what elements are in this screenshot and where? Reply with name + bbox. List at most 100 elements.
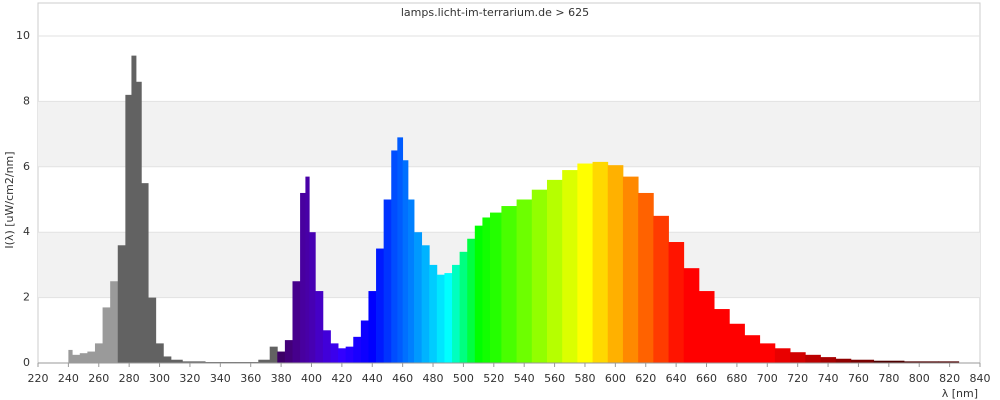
spectrum-strip xyxy=(353,336,362,363)
spectrum-strip xyxy=(490,212,502,363)
spectrum-strip xyxy=(360,320,369,363)
spectrum-strip xyxy=(87,351,96,363)
spectrum-strip xyxy=(277,351,286,363)
spectrum-strip xyxy=(744,335,761,363)
spectrum-strip xyxy=(592,161,609,363)
x-tick-label: 240 xyxy=(58,372,79,385)
spectrum-strip xyxy=(577,163,593,363)
spectrum-strip xyxy=(562,170,578,363)
spectrum-strip xyxy=(429,264,438,363)
spectrum-strip xyxy=(622,176,639,363)
spectrum-strip xyxy=(516,199,533,363)
x-tick-label: 580 xyxy=(574,372,595,385)
spectrum-strip xyxy=(607,165,624,363)
spectrum-strip xyxy=(873,360,905,363)
x-tick-label: 620 xyxy=(635,372,656,385)
spectrum-strip xyxy=(269,346,278,363)
spectrum-strip xyxy=(376,248,385,363)
spectrum-strip xyxy=(102,307,111,363)
x-tick-label: 660 xyxy=(696,372,717,385)
x-tick-label: 600 xyxy=(605,372,626,385)
spectrum-strip xyxy=(790,352,806,363)
x-tick-label: 420 xyxy=(331,372,352,385)
x-tick-label: 500 xyxy=(453,372,474,385)
spectrum-strip xyxy=(850,359,875,363)
spectrum-strip xyxy=(292,281,301,363)
spectrum-strip xyxy=(258,359,271,363)
spectrum-strip xyxy=(407,199,415,363)
spectrum-strip xyxy=(683,268,700,363)
spectrum-strip xyxy=(94,343,103,363)
x-tick-label: 340 xyxy=(210,372,231,385)
x-tick-label: 320 xyxy=(179,372,200,385)
spectrum-strip xyxy=(531,189,548,363)
spectrum-strip xyxy=(330,343,339,363)
spectrum-strip xyxy=(141,183,149,363)
x-tick-label: 640 xyxy=(666,372,687,385)
spectrum-strip xyxy=(300,192,306,363)
spectrum-strip xyxy=(345,346,354,363)
spectrum-strip xyxy=(436,274,445,363)
spectrum-strip xyxy=(835,358,852,363)
spectrum-strip xyxy=(163,356,172,363)
spectrum-strip xyxy=(182,361,206,363)
x-tick-label: 840 xyxy=(970,372,991,385)
spectrum-strip xyxy=(383,199,392,363)
spectrum-strip xyxy=(904,361,939,363)
x-tick-label: 520 xyxy=(483,372,504,385)
x-tick-label: 740 xyxy=(818,372,839,385)
spectrum-strip xyxy=(668,242,685,363)
spectrum-strip xyxy=(368,291,377,363)
x-tick-label: 480 xyxy=(423,372,444,385)
y-tick-label: 8 xyxy=(23,94,30,107)
spectrum-strip xyxy=(474,225,483,363)
x-tick-label: 260 xyxy=(88,372,109,385)
spectrum-strip xyxy=(467,238,476,363)
spectrum-strip xyxy=(421,245,430,363)
spectrum-strip xyxy=(501,206,517,363)
spectrum-strip xyxy=(284,340,293,363)
spectrum-strip xyxy=(820,357,837,363)
spectrum-strip xyxy=(729,323,745,363)
spectrum-strip xyxy=(309,232,316,363)
spectrum-strip xyxy=(170,359,183,363)
spectrum-strip xyxy=(315,291,324,363)
x-axis-label: λ [nm] xyxy=(942,387,978,400)
spectrum-strip xyxy=(414,232,423,363)
y-axis-label: I(λ) [uW/cm2/nm] xyxy=(3,151,16,248)
x-tick-label: 700 xyxy=(757,372,778,385)
spectrum-strip xyxy=(714,309,730,363)
spectrum-strip xyxy=(759,343,776,363)
x-tick-label: 680 xyxy=(726,372,747,385)
spectrum-strip xyxy=(305,176,310,363)
spectrum-strip xyxy=(653,215,669,363)
x-tick-label: 220 xyxy=(28,372,49,385)
spectrum-strip xyxy=(72,354,81,363)
x-tick-label: 560 xyxy=(544,372,565,385)
spectrum-strip xyxy=(482,217,491,363)
x-tick-label: 820 xyxy=(939,372,960,385)
spectrum-strip xyxy=(805,354,821,363)
spectrum-strip xyxy=(322,330,331,363)
grid-band xyxy=(38,101,980,167)
spectrum-strip xyxy=(68,349,73,363)
y-tick-label: 2 xyxy=(23,291,30,304)
spectrum-strip xyxy=(110,281,119,363)
spectrum-strip xyxy=(402,160,409,363)
y-tick-label: 6 xyxy=(23,160,30,173)
chart-title: lamps.licht-im-terrarium.de > 625 xyxy=(401,6,589,19)
spectrum-strip xyxy=(148,297,157,363)
x-tick-label: 760 xyxy=(848,372,869,385)
spectrum-strip xyxy=(135,81,142,363)
spectrum-strip xyxy=(698,291,715,363)
x-tick-label: 540 xyxy=(514,372,535,385)
spectrum-strip xyxy=(444,273,453,363)
y-tick-label: 10 xyxy=(16,29,30,42)
spectrum-strip xyxy=(131,55,137,364)
x-tick-label: 460 xyxy=(392,372,413,385)
spectrum-strip xyxy=(338,348,347,363)
spectrum-strip xyxy=(452,264,461,363)
spectrum-strip xyxy=(117,245,126,363)
